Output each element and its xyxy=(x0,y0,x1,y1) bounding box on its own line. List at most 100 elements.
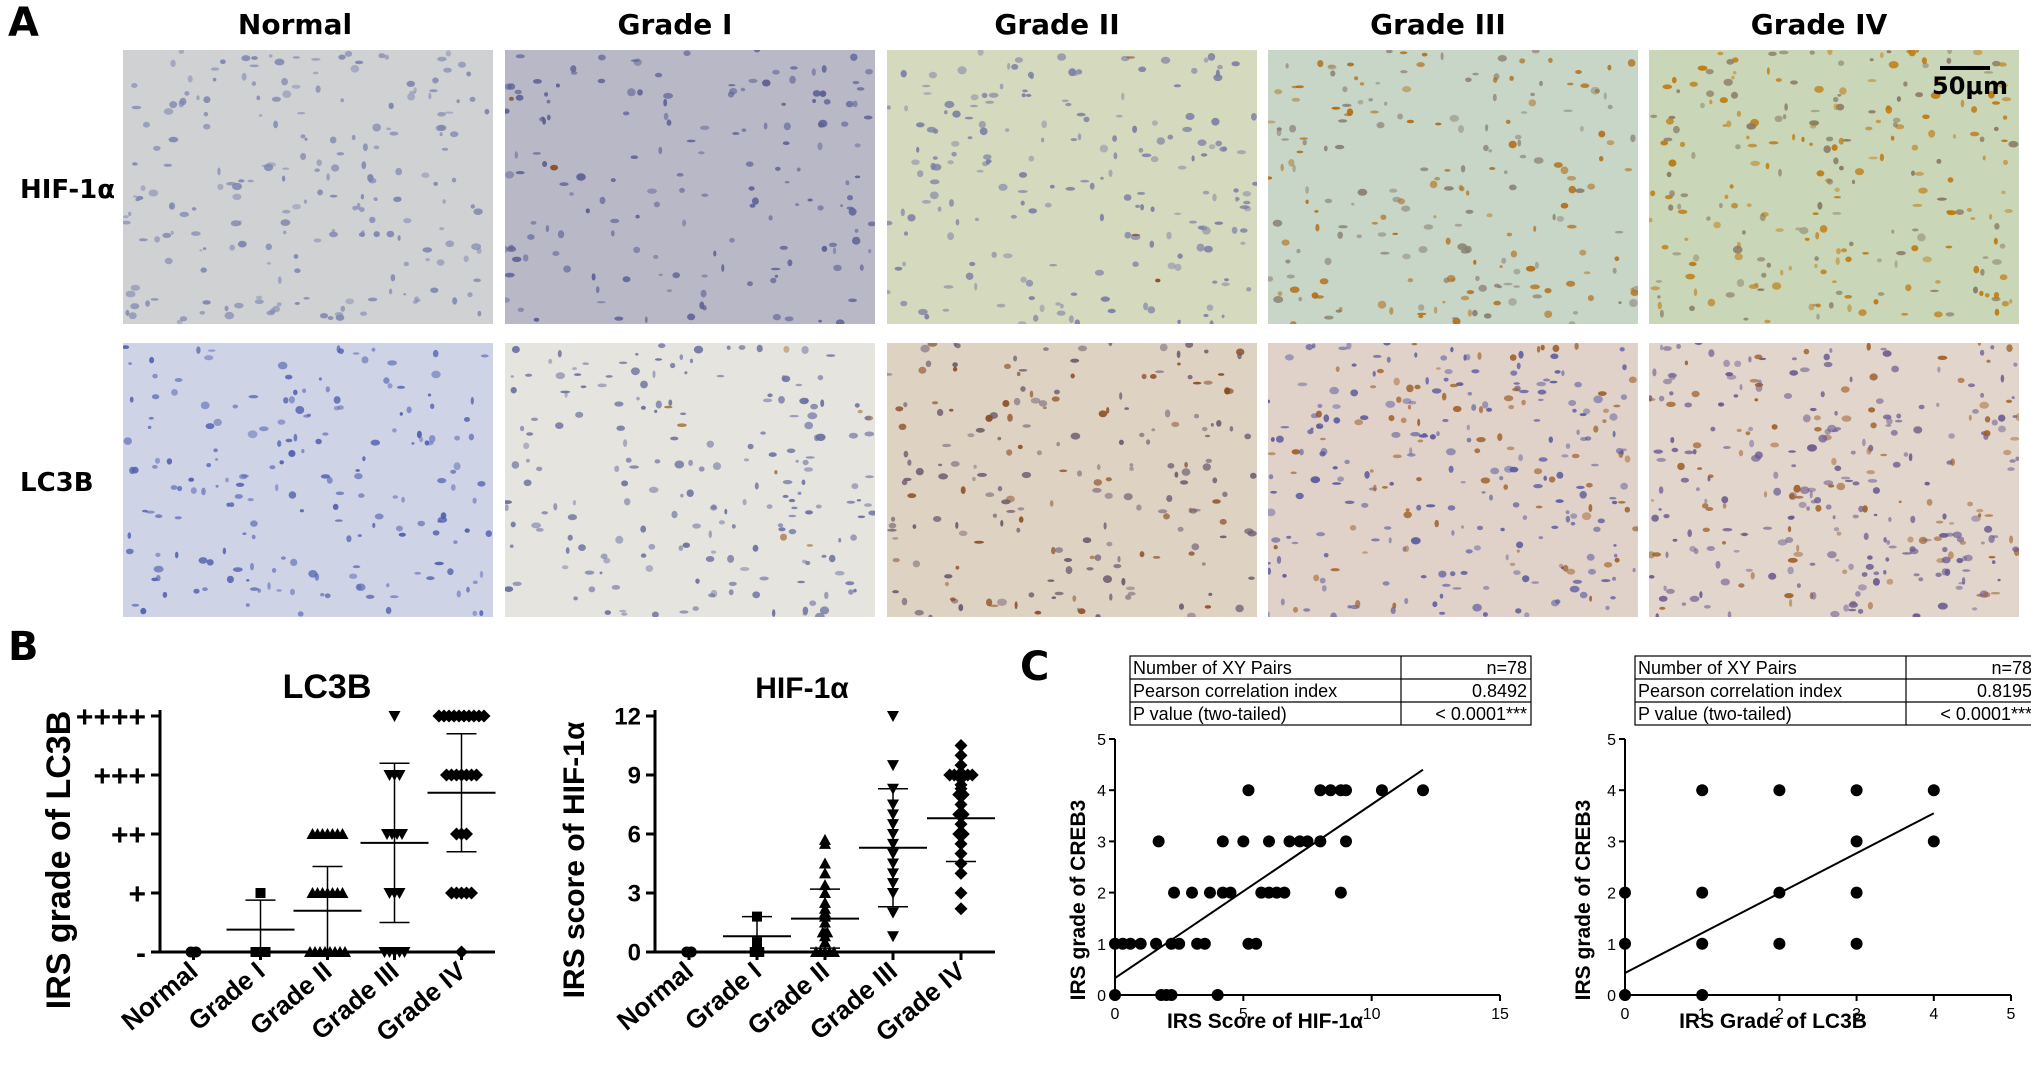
scale-bar-label: 50μm xyxy=(1932,72,2009,100)
data-point xyxy=(398,947,411,958)
lc3b-grade-chart: LC3B IRS grade of LC3B -++++++++++Normal… xyxy=(40,668,496,1047)
data-point xyxy=(460,827,473,841)
micrograph-lc3b-0 xyxy=(123,343,493,617)
y-axis-label: IRS grade of LC3B xyxy=(40,711,78,1009)
y-tick-label: ++++ xyxy=(76,701,146,734)
stats-label: Number of XY Pairs xyxy=(1133,658,1292,678)
scale-bar xyxy=(1940,66,1990,70)
data-point xyxy=(1773,784,1786,797)
stats-label: Number of XY Pairs xyxy=(1638,658,1797,678)
data-point xyxy=(1211,989,1224,1001)
y-tick-label: 5 xyxy=(1607,732,1616,749)
data-point xyxy=(1173,937,1186,950)
micrograph-lc3b-3 xyxy=(1268,343,1638,617)
data-point xyxy=(954,739,968,752)
micrograph-hif1a-1 xyxy=(505,50,875,324)
y-tick-label: 3 xyxy=(1607,834,1616,851)
y-tick-label: - xyxy=(136,937,146,970)
data-point xyxy=(819,867,831,879)
x-tick-label: 0 xyxy=(1111,1006,1120,1023)
data-point xyxy=(1696,937,1709,950)
y-tick-label: 2 xyxy=(1607,886,1616,903)
data-point xyxy=(190,946,202,958)
data-point xyxy=(1850,784,1863,797)
row-header-hif1a: HIF-1α xyxy=(20,175,116,205)
data-point xyxy=(396,829,408,840)
data-point xyxy=(465,886,478,900)
data-point xyxy=(1619,937,1631,950)
hif1a-score-chart: HIF-1α IRS score of HIF-1α 036912NormalG… xyxy=(560,672,995,1047)
data-point xyxy=(754,947,765,957)
data-point xyxy=(1216,835,1229,848)
stats-value: n=78 xyxy=(1486,658,1527,678)
data-point xyxy=(954,886,968,900)
y-axis-label: IRS grade of CREB3 xyxy=(1572,800,1595,1001)
y-tick-label: 3 xyxy=(628,881,641,908)
data-point xyxy=(1314,835,1327,848)
data-point xyxy=(1242,784,1255,797)
stats-table xyxy=(1634,655,2031,726)
data-point xyxy=(954,902,968,916)
data-point xyxy=(1340,835,1352,848)
stats-label: P value (two-tailed) xyxy=(1638,704,1792,724)
data-point xyxy=(339,946,351,957)
data-point xyxy=(954,748,968,762)
y-tick-label: 4 xyxy=(1607,783,1616,800)
data-point xyxy=(1198,937,1211,950)
column-header-normal: Normal xyxy=(237,8,353,41)
data-point xyxy=(828,946,840,957)
data-point xyxy=(1324,784,1337,797)
y-tick-label: 1 xyxy=(1607,937,1616,954)
y-tick-label: 4 xyxy=(1097,783,1106,800)
y-tick-label: 12 xyxy=(614,704,641,731)
creb3-vs-lc3b-chart: IRS grade of CREB3 IRS Grade of LC3B Num… xyxy=(1572,655,2031,1033)
data-point xyxy=(1696,784,1709,797)
data-point xyxy=(1696,989,1709,1001)
x-tick-label: 1 xyxy=(1698,1006,1707,1023)
micrograph-lc3b-4 xyxy=(1649,343,2019,617)
data-point xyxy=(887,931,899,943)
data-point xyxy=(336,828,349,839)
data-point xyxy=(255,888,266,898)
data-point xyxy=(1417,784,1429,797)
y-tick-label: 2 xyxy=(1097,886,1106,903)
stats-value: < 0.0001*** xyxy=(1435,704,1527,724)
data-point xyxy=(1850,937,1863,950)
row-header-lc3b: LC3B xyxy=(20,468,94,498)
x-tick-label: Normal xyxy=(115,956,203,1037)
x-axis-label: IRS Grade of LC3B xyxy=(1679,1010,1867,1033)
chart-title: HIF-1α xyxy=(755,672,849,705)
data-point xyxy=(1150,937,1163,950)
data-point xyxy=(954,857,968,870)
regression-line xyxy=(1624,812,1935,974)
data-point xyxy=(388,711,401,722)
data-point xyxy=(1773,937,1786,950)
y-axis-label: IRS grade of CREB3 xyxy=(1067,800,1090,1001)
data-point xyxy=(1165,989,1178,1001)
data-point xyxy=(1340,784,1352,797)
data-point xyxy=(1619,989,1631,1001)
data-point xyxy=(1850,835,1863,848)
data-point xyxy=(1619,886,1631,899)
data-point xyxy=(1334,886,1347,899)
micrograph-hif1a-3 xyxy=(1268,50,1638,324)
y-tick-label: 0 xyxy=(628,940,641,967)
column-header-grade-1: Grade I xyxy=(617,8,733,41)
data-point xyxy=(1696,886,1709,899)
panel-a-label: A xyxy=(8,0,39,46)
data-point xyxy=(1927,784,1940,797)
data-point xyxy=(1109,989,1121,1001)
stats-value: 0.8195 xyxy=(1977,681,2031,701)
stats-value: n=78 xyxy=(1991,658,2031,678)
panel-c-label: C xyxy=(1020,644,1050,690)
data-point xyxy=(1278,886,1291,899)
data-point xyxy=(1224,886,1237,899)
stats-label: Pearson correlation index xyxy=(1133,681,1337,701)
y-tick-label: 5 xyxy=(1097,732,1106,749)
data-point xyxy=(819,879,831,891)
x-tick-label: 2 xyxy=(1775,1006,1784,1023)
micrograph-hif1a-0 xyxy=(123,50,493,324)
y-tick-label: +++ xyxy=(93,760,146,793)
data-point xyxy=(685,946,697,958)
data-point xyxy=(1168,886,1181,899)
